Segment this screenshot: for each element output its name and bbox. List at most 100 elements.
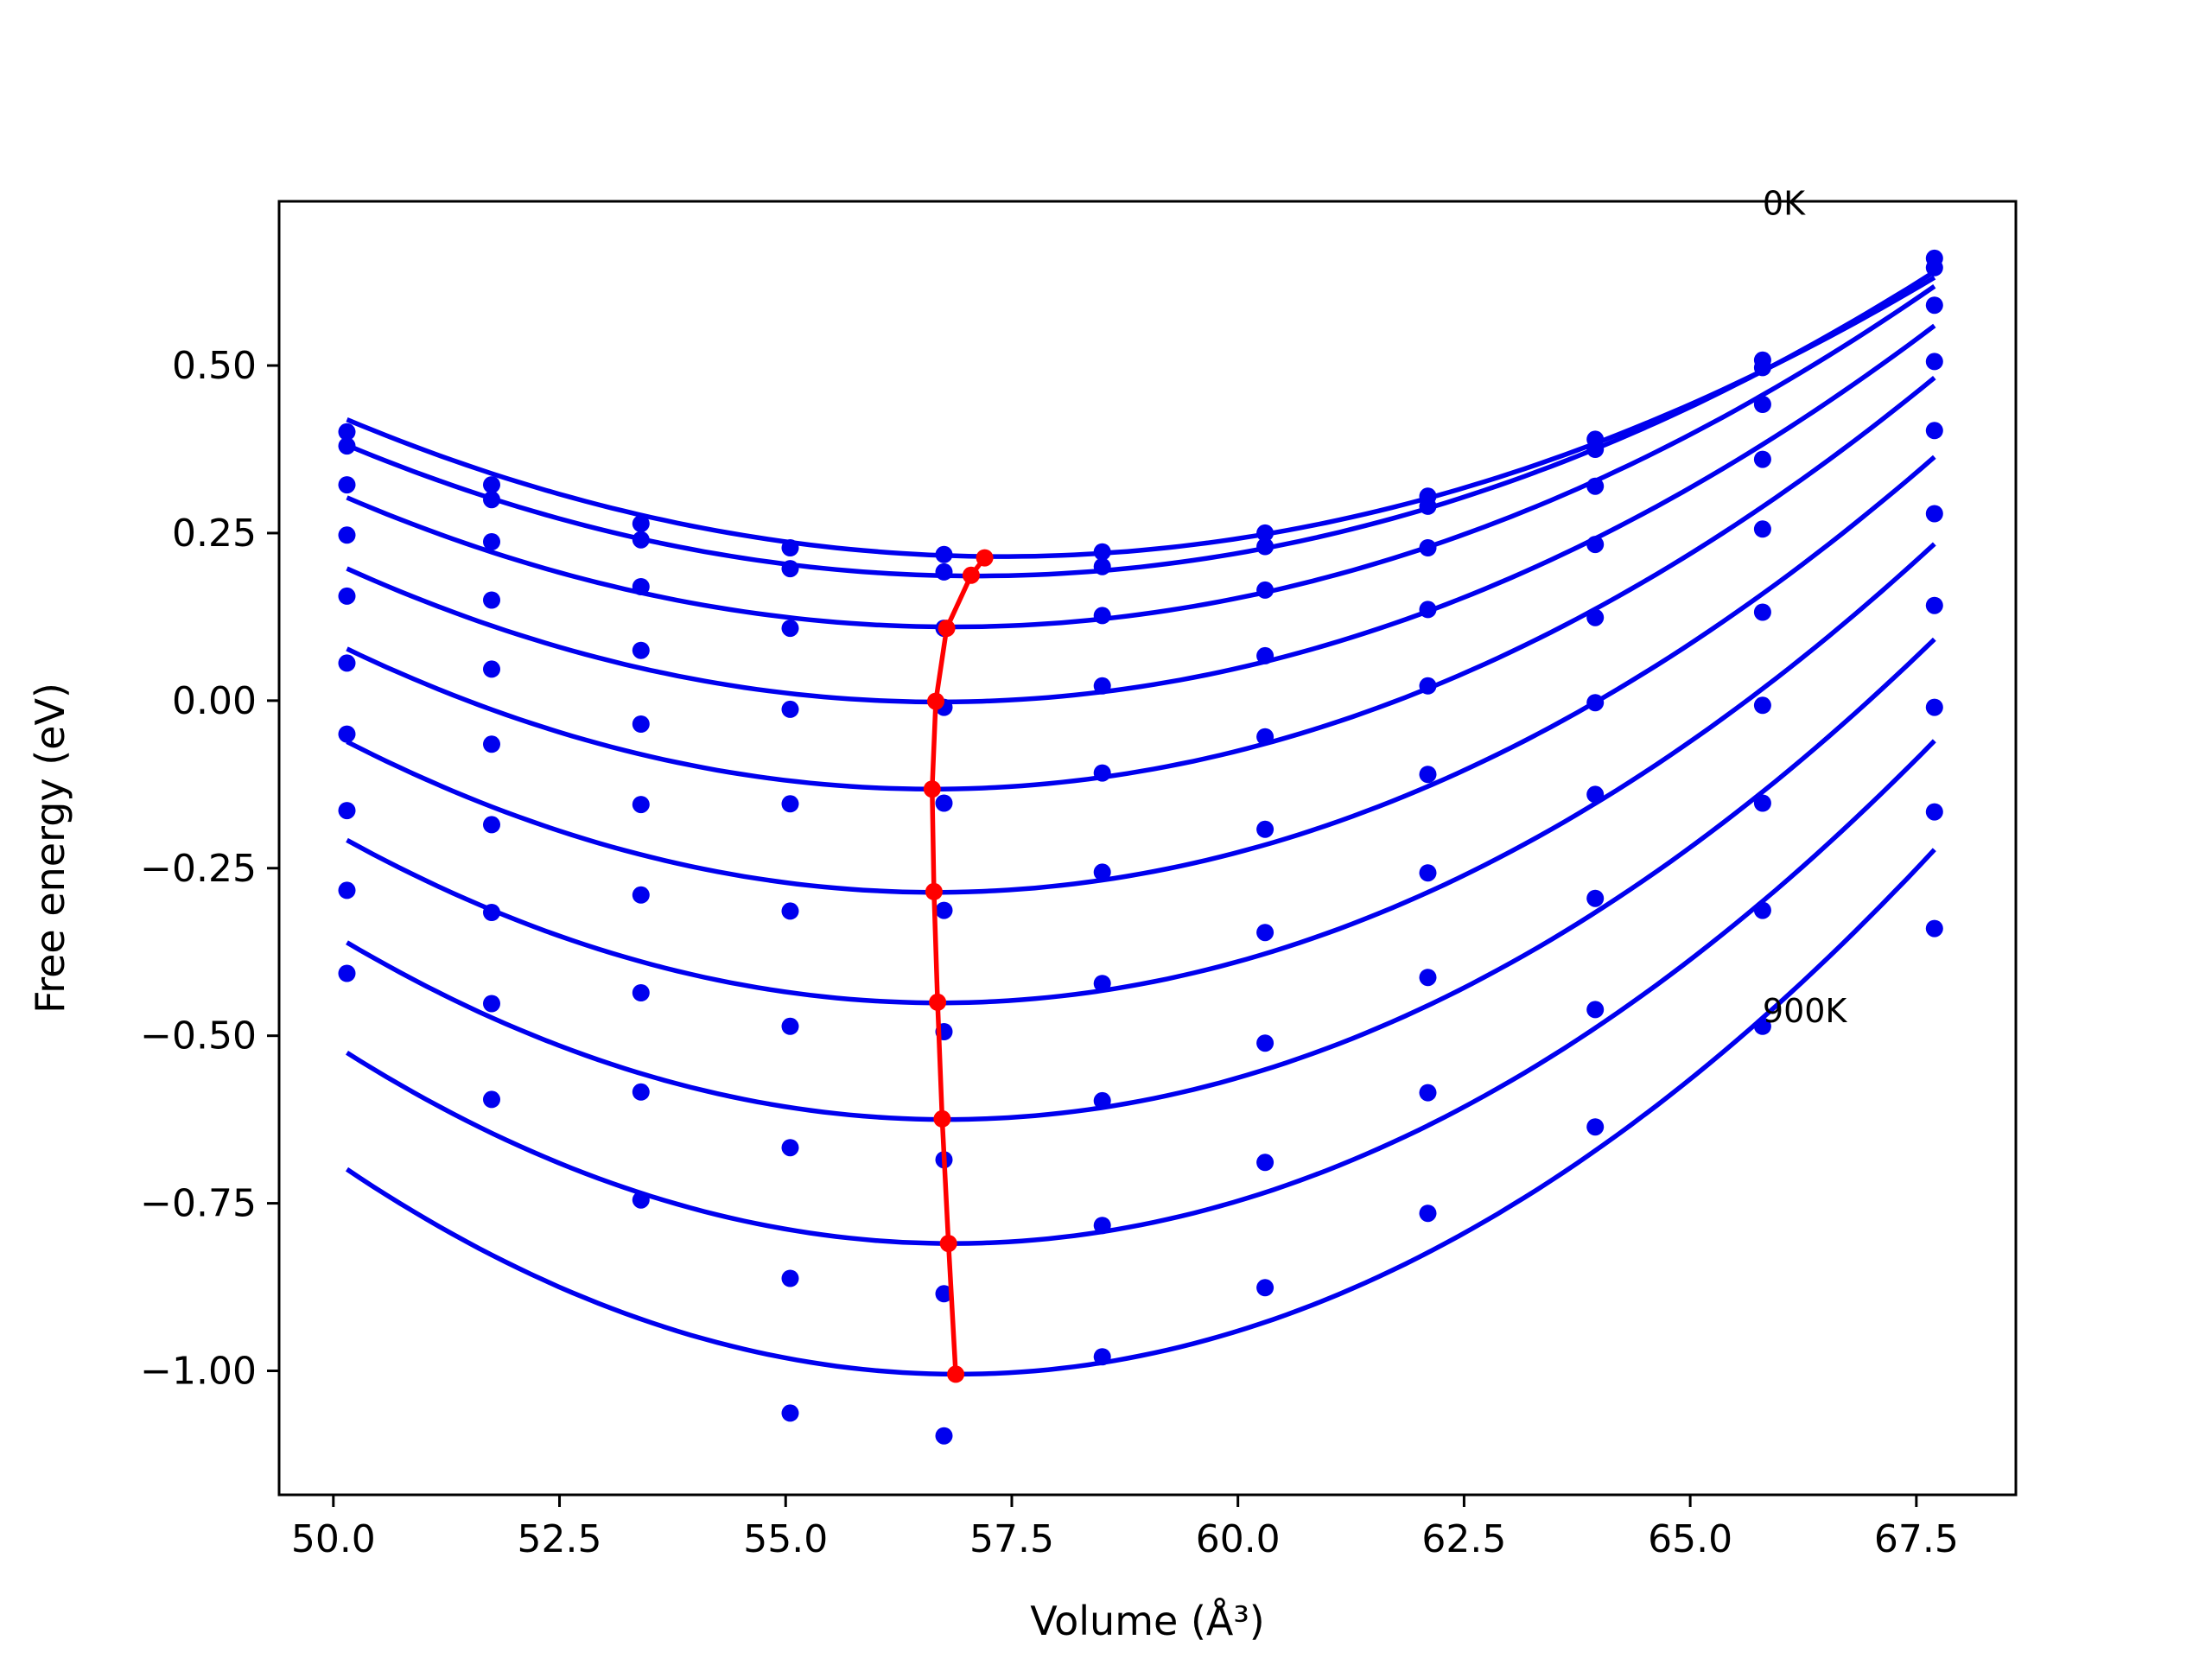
fit-curve-5 bbox=[346, 454, 1936, 895]
y-axis-label: Free energy (eV) bbox=[27, 683, 73, 1014]
data-point-7-3 bbox=[781, 1139, 799, 1157]
data-point-7-5 bbox=[1093, 1091, 1111, 1109]
data-point-2-2 bbox=[632, 578, 650, 595]
data-point-9-5 bbox=[1093, 1348, 1111, 1366]
y-tick-label: −1.00 bbox=[140, 1350, 257, 1394]
y-tick-label: 0.00 bbox=[172, 679, 257, 723]
data-point-8-2 bbox=[632, 1083, 650, 1101]
data-point-3-9 bbox=[1753, 450, 1771, 468]
fit-curve-3 bbox=[346, 323, 1936, 705]
data-point-9-0 bbox=[338, 964, 356, 982]
data-point-4-2 bbox=[632, 715, 650, 733]
data-point-9-4 bbox=[935, 1427, 953, 1445]
data-point-1-0 bbox=[338, 437, 356, 455]
data-point-6-0 bbox=[338, 725, 356, 743]
data-point-6-5 bbox=[1093, 975, 1111, 993]
data-point-3-3 bbox=[781, 700, 799, 718]
x-tick-label: 62.5 bbox=[1421, 1517, 1506, 1561]
data-point-8-10 bbox=[1925, 803, 1943, 821]
fit-curve-1 bbox=[346, 270, 1936, 579]
data-point-8-9 bbox=[1753, 901, 1771, 919]
x-tick-label: 65.0 bbox=[1648, 1517, 1732, 1561]
y-axis-ticks: −1.00 −0.75 −0.50 −0.25 0.00 0.25 0.50 bbox=[140, 344, 279, 1394]
data-point-1-8 bbox=[1586, 441, 1605, 458]
x-axis-label: Volume (Å³) bbox=[1030, 1598, 1265, 1644]
data-point-7-8 bbox=[1586, 889, 1605, 907]
data-point-6-10 bbox=[1925, 596, 1943, 614]
data-point-1-10 bbox=[1925, 258, 1943, 276]
fit-curve-9 bbox=[345, 848, 1936, 1377]
annotation-900k: 900K bbox=[1763, 992, 1848, 1030]
data-point-5-3 bbox=[781, 902, 799, 920]
y-tick-label: 0.50 bbox=[172, 344, 257, 388]
data-point-4-5 bbox=[1093, 764, 1111, 782]
data-point-0-5 bbox=[1093, 543, 1111, 561]
minimum-point-9 bbox=[947, 1365, 965, 1383]
data-point-4-3 bbox=[781, 795, 799, 813]
data-point-1-9 bbox=[1753, 359, 1771, 377]
data-point-0-1 bbox=[483, 476, 500, 494]
data-point-8-3 bbox=[781, 1269, 799, 1287]
data-point-8-1 bbox=[483, 995, 500, 1013]
minimum-line bbox=[930, 556, 987, 1375]
data-point-2-9 bbox=[1753, 396, 1771, 413]
data-point-6-1 bbox=[483, 816, 500, 834]
data-point-7-7 bbox=[1419, 969, 1437, 987]
data-point-9-9 bbox=[1753, 1017, 1771, 1035]
y-tick-label: 0.25 bbox=[172, 512, 257, 556]
series-layer bbox=[338, 249, 1943, 1445]
minimum-point-2 bbox=[938, 620, 956, 638]
data-point-2-0 bbox=[338, 476, 356, 494]
minimum-point-5 bbox=[925, 882, 943, 900]
data-point-3-8 bbox=[1586, 536, 1605, 554]
data-point-6-8 bbox=[1586, 785, 1605, 804]
data-point-5-5 bbox=[1093, 863, 1111, 881]
data-point-3-0 bbox=[338, 526, 356, 544]
annotation-layer: 0K 900K bbox=[1763, 185, 1848, 1031]
data-point-6-9 bbox=[1753, 696, 1771, 715]
data-point-5-9 bbox=[1753, 603, 1771, 621]
data-point-9-10 bbox=[1925, 919, 1943, 938]
data-point-9-2 bbox=[632, 1191, 650, 1209]
data-point-9-3 bbox=[781, 1404, 799, 1422]
y-tick-label: −0.75 bbox=[140, 1182, 257, 1226]
minimum-point-0 bbox=[976, 549, 994, 567]
fit-curve-7 bbox=[346, 637, 1936, 1122]
x-tick-label: 50.0 bbox=[291, 1517, 376, 1561]
data-point-9-6 bbox=[1256, 1279, 1274, 1297]
data-point-3-7 bbox=[1419, 601, 1437, 619]
data-point-3-6 bbox=[1256, 646, 1274, 664]
x-tick-label: 52.5 bbox=[518, 1517, 602, 1561]
plot-frame bbox=[277, 200, 2018, 1497]
data-point-4-10 bbox=[1925, 422, 1943, 440]
data-point-7-9 bbox=[1753, 794, 1771, 812]
data-point-7-0 bbox=[338, 802, 356, 820]
x-tick-label: 60.0 bbox=[1196, 1517, 1281, 1561]
data-point-8-4 bbox=[935, 1285, 953, 1303]
data-point-7-6 bbox=[1256, 1034, 1274, 1052]
data-point-2-1 bbox=[483, 533, 500, 550]
data-point-9-7 bbox=[1419, 1205, 1437, 1223]
data-point-6-2 bbox=[632, 886, 650, 904]
data-point-5-1 bbox=[483, 735, 500, 753]
data-point-1-2 bbox=[632, 531, 650, 549]
data-point-3-10 bbox=[1925, 353, 1943, 371]
data-point-0-3 bbox=[781, 539, 799, 556]
data-point-3-1 bbox=[483, 591, 500, 609]
minimum-point-4 bbox=[923, 780, 941, 798]
data-point-4-6 bbox=[1256, 728, 1274, 746]
data-point-7-10 bbox=[1925, 698, 1943, 716]
fit-curve-0 bbox=[346, 275, 1936, 559]
data-point-5-4 bbox=[935, 901, 953, 919]
fit-curve-2 bbox=[346, 284, 1936, 630]
data-point-0-0 bbox=[338, 423, 356, 441]
data-point-5-10 bbox=[1925, 505, 1943, 523]
y-tick-label: −0.25 bbox=[140, 847, 257, 891]
data-point-1-4 bbox=[935, 563, 953, 581]
data-point-4-8 bbox=[1586, 608, 1605, 626]
data-point-8-0 bbox=[338, 881, 356, 899]
minimum-point-1 bbox=[962, 566, 980, 584]
minimum-point-7 bbox=[933, 1109, 951, 1128]
